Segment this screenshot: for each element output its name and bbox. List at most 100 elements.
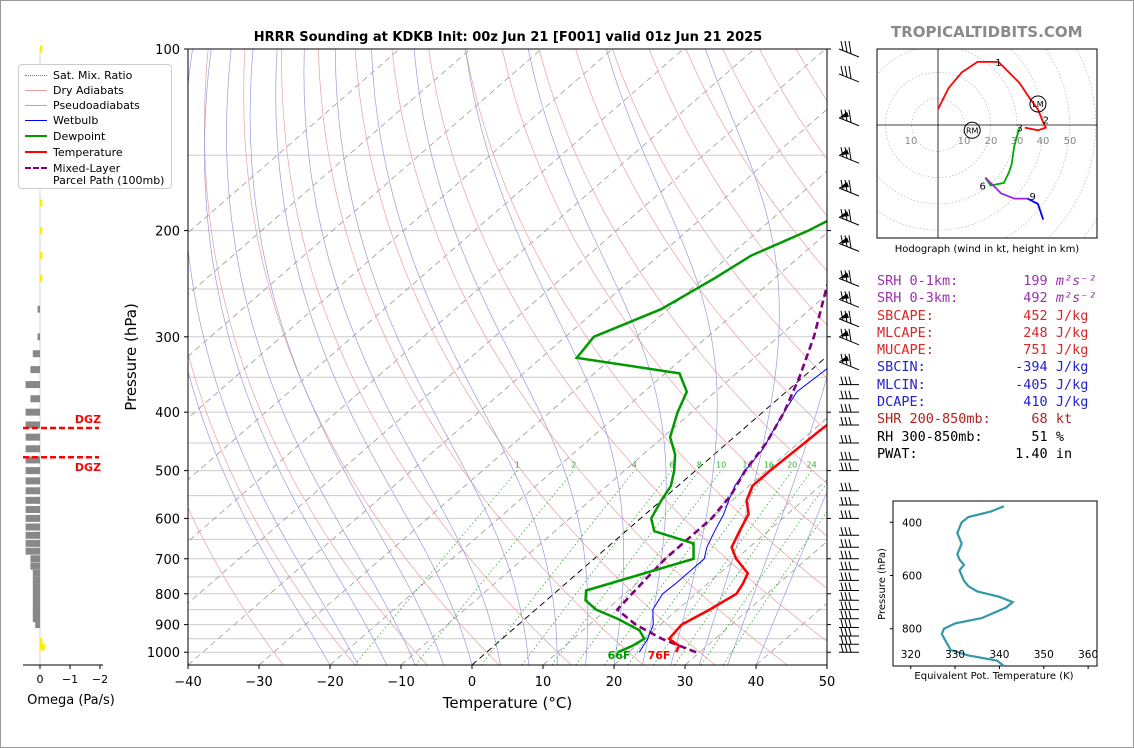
- mixing-ratio-label: 13: [742, 461, 752, 470]
- mixing-ratio-line: [551, 470, 700, 665]
- legend-label: Wetbulb: [53, 113, 99, 127]
- theta-y-tick-label: 400: [902, 517, 922, 529]
- omega-bar: [40, 199, 43, 207]
- omega-bar: [35, 621, 40, 629]
- storm-motion-label: LM: [1032, 100, 1043, 109]
- wind-barb: [839, 434, 859, 444]
- omega-tick-label: −2: [92, 673, 108, 686]
- skewt-frame: [187, 48, 828, 666]
- omega-bar: [40, 227, 43, 235]
- hodo-ring-label: 40: [1037, 136, 1050, 147]
- omega-bar: [32, 350, 40, 358]
- mixing-ratio-label: 36: [851, 461, 861, 470]
- wind-barb: [839, 610, 859, 620]
- legend-swatch: [25, 135, 47, 137]
- y-tick-label: 600: [155, 512, 180, 527]
- stat-unit: m²s⁻²: [1047, 290, 1097, 307]
- wind-barb: [839, 592, 859, 601]
- pseudoadiabat: [371, 49, 558, 665]
- wind-barb: [838, 328, 860, 346]
- wind-barb: [839, 462, 859, 472]
- skewt-plot-area: 1 2 4 6 8 10 13 16 20 24 30 36: [188, 49, 861, 665]
- pseudoadiabat: [249, 49, 444, 665]
- omega-bar: [25, 381, 40, 389]
- hodo-ring-label: 10: [905, 136, 918, 147]
- y-tick-label: 700: [155, 553, 180, 568]
- mixing-ratio-label: 2: [571, 461, 576, 470]
- series-temperature: [667, 423, 827, 653]
- theta-frame: [892, 500, 1098, 667]
- omega-bar: [25, 487, 40, 495]
- dry-adiabat: [428, 49, 827, 642]
- stat-value: 492: [998, 290, 1048, 307]
- mixing-ratio-line: [700, 482, 827, 665]
- stat-value: 68: [998, 411, 1048, 428]
- isotherm-line: [188, 108, 827, 665]
- surface-temperature-label: 76F: [648, 649, 671, 662]
- legend-swatch: [25, 119, 47, 121]
- x-axis-label: Temperature (°C): [442, 694, 572, 712]
- dry-adiabat: [204, 49, 428, 665]
- storm-motion-label: RM: [966, 126, 979, 135]
- x-tick-label: 20: [606, 675, 623, 690]
- mixing-ratio-label: 4: [632, 461, 637, 470]
- x-tick-label: −10: [387, 675, 414, 690]
- hodograph: 10 10 20 30 40 50 1 2 3 6 9 LM RM: [877, 49, 1097, 238]
- isotherm-line: [188, 49, 755, 543]
- legend-swatch: [25, 151, 47, 153]
- stat-row: SRH 0-1km: 199 m²s⁻²: [877, 273, 1096, 290]
- wind-barb: [838, 270, 860, 287]
- omega-bar: [25, 496, 40, 504]
- wind-barb: [838, 147, 860, 164]
- wind-barb: [839, 404, 859, 413]
- pseudoadiabat: [303, 49, 501, 665]
- stat-unit: J/kg: [1047, 307, 1089, 324]
- legend-item: Sat. Mix. Ratio: [25, 68, 132, 82]
- dgz-label-top: DGZ: [75, 413, 101, 426]
- omega-bar: [30, 395, 40, 403]
- legend-label: Sat. Mix. Ratio: [53, 68, 133, 82]
- stat-row: MLCAPE: 248 J/kg: [877, 325, 1096, 342]
- legend-label: Dewpoint: [53, 129, 106, 143]
- wind-barb: [839, 376, 859, 386]
- wind-barb: [838, 291, 860, 308]
- wind-barb: [839, 482, 859, 492]
- pseudoadiabat: [188, 49, 359, 665]
- stat-row: RH 300-850mb: 51 %: [877, 429, 1096, 446]
- pseudoadiabat: [698, 49, 780, 665]
- series-mixed-layer-parcel-path-mb-: [615, 281, 827, 654]
- legend-label: Parcel Path (100mb): [53, 173, 165, 187]
- x-tick-label: −40: [174, 675, 201, 690]
- stat-unit: m²s⁻²: [1047, 273, 1097, 289]
- wind-barb: [839, 527, 859, 536]
- pseudoadiabat: [413, 49, 589, 665]
- wind-barb: [839, 539, 859, 548]
- wind-barb: [838, 179, 860, 197]
- dry-adiabat: [465, 49, 827, 589]
- hodo-height-label: 1: [995, 58, 1001, 69]
- theta-y-tick-label: 600: [902, 571, 922, 583]
- dry-adiabat: [648, 49, 827, 326]
- stat-value: -394: [998, 359, 1048, 376]
- mixing-ratio-line: [480, 470, 635, 665]
- dry-adiabat: [281, 49, 572, 665]
- omega-bar: [25, 514, 40, 522]
- hodo-height-label: 3: [1016, 124, 1022, 135]
- mixing-ratio-line: [652, 470, 793, 665]
- stat-label: MLCIN:: [877, 376, 999, 393]
- legend-swatch: [25, 89, 47, 91]
- brand-watermark: TROPICALTIDBITS.COM: [891, 23, 1083, 41]
- stat-value: 1.40: [998, 445, 1048, 462]
- legend-swatch: [25, 167, 47, 169]
- stat-unit: J/kg: [1047, 342, 1089, 359]
- omega-bar: [40, 252, 43, 260]
- hodo-ring-label: 20: [985, 136, 998, 147]
- hodo-trace: [1026, 197, 1045, 220]
- wind-barb: [839, 619, 859, 629]
- omega-bar: [32, 576, 40, 584]
- wind-barb: [838, 353, 860, 371]
- wind-barb: [839, 644, 859, 653]
- hodo-caption: Hodograph (wind in kt, height in km): [895, 244, 1080, 255]
- pseudoadiabat: [188, 370, 331, 665]
